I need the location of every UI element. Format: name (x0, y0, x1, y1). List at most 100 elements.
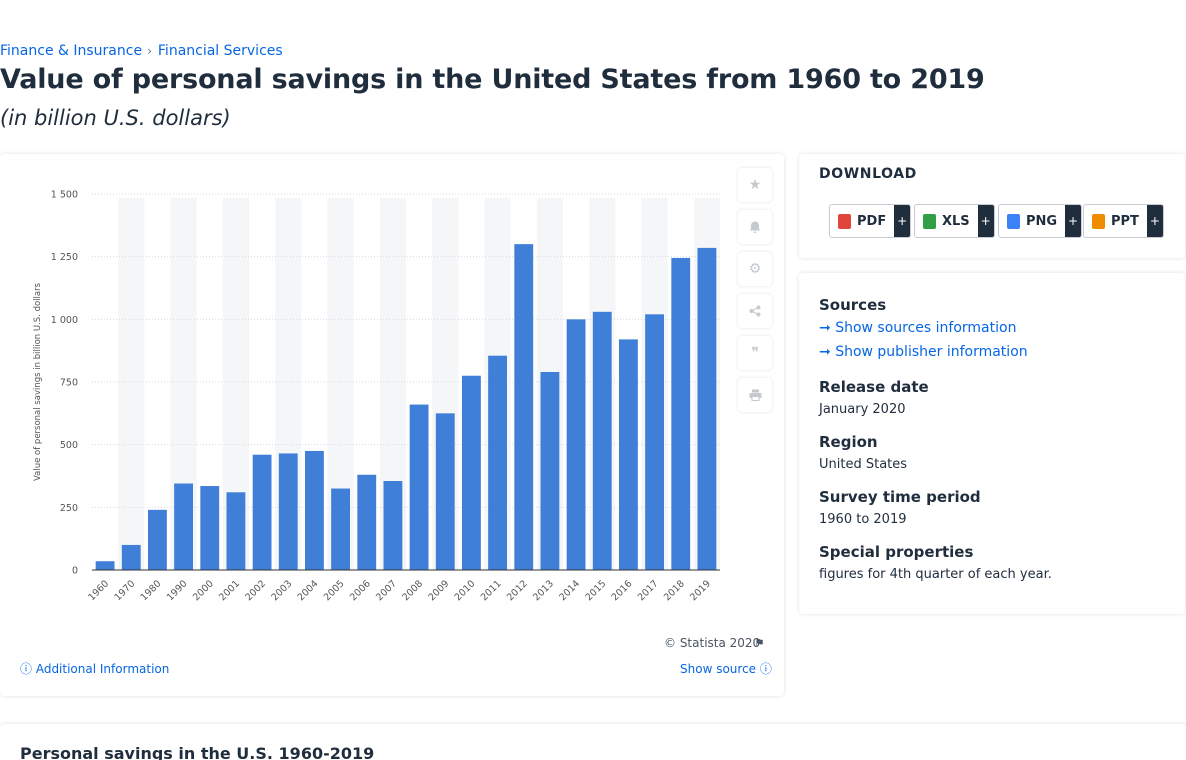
bar-chart: Value of personal savings in billion U.S… (33, 190, 720, 603)
plus-icon: + (977, 205, 994, 237)
bar[interactable] (514, 244, 534, 570)
download-ppt-button[interactable]: PPT + (1083, 204, 1164, 238)
pdf-file-icon (838, 213, 851, 229)
description-title: Personal savings in the U.S. 1960-2019 (20, 744, 375, 760)
x-tick-label: 2017 (636, 578, 661, 603)
bar[interactable] (383, 481, 403, 570)
region-heading: Region (819, 433, 878, 451)
download-png-button[interactable]: PNG + (998, 204, 1083, 238)
y-tick-label: 1 000 (51, 315, 78, 326)
x-tick-label: 2004 (296, 578, 321, 603)
bar[interactable] (592, 311, 612, 570)
survey-period-heading: Survey time period (819, 488, 981, 506)
bar[interactable] (435, 413, 455, 570)
download-title: DOWNLOAD (819, 166, 917, 182)
bar[interactable] (200, 486, 220, 570)
arrow-right-icon: ➞ (819, 344, 836, 360)
bar[interactable] (618, 339, 638, 570)
plus-icon: + (1065, 205, 1082, 237)
show-sources-link[interactable]: ➞ Show sources information (819, 320, 1016, 336)
star-icon[interactable]: ★ (738, 168, 772, 202)
bar[interactable] (540, 371, 560, 570)
sources-heading: Sources (819, 296, 887, 314)
x-tick-label: 2005 (322, 578, 347, 603)
x-tick-label: 2001 (217, 578, 242, 603)
y-tick-label: 750 (60, 378, 78, 389)
xls-file-icon (923, 213, 936, 229)
info-icon: ⓘ (20, 662, 36, 676)
share-icon[interactable] (738, 294, 772, 328)
print-icon[interactable] (738, 378, 772, 412)
show-publisher-link[interactable]: ➞ Show publisher information (819, 344, 1028, 360)
x-tick-label: 1970 (112, 578, 137, 603)
survey-period-value: 1960 to 2019 (819, 512, 907, 527)
bar[interactable] (671, 257, 691, 570)
x-tick-label: 2010 (453, 578, 478, 603)
arrow-right-icon: ➞ (819, 320, 836, 336)
bar[interactable] (226, 492, 246, 570)
x-tick-label: 2014 (557, 578, 582, 603)
quote-icon[interactable]: ❞ (738, 336, 772, 370)
x-tick-label: 2013 (531, 578, 556, 603)
breadcrumb-financial-services[interactable]: Financial Services (157, 43, 283, 59)
bar[interactable] (252, 454, 272, 570)
download-ppt-label: PPT (1111, 213, 1139, 229)
region-value: United States (819, 457, 908, 472)
bar[interactable] (488, 355, 508, 570)
show-source-link[interactable]: Show source ⓘ (680, 660, 772, 677)
bar[interactable] (147, 509, 167, 570)
x-tick-label: 2000 (191, 578, 216, 603)
breadcrumb-finance-insurance[interactable]: Finance & Insurance (0, 43, 143, 59)
statistic-info-card: Sources ➞ Show sources information ➞ Sho… (799, 273, 1185, 614)
png-file-icon (1007, 213, 1020, 229)
page-subtitle: (in billion U.S. dollars) (0, 106, 231, 130)
breadcrumb: Finance & Insurance › Financial Services (0, 43, 283, 59)
bar[interactable] (409, 404, 429, 570)
x-tick-label: 2002 (243, 578, 268, 603)
x-tick-label: 1980 (139, 578, 164, 603)
download-pdf-label: PDF (857, 213, 887, 229)
x-tick-label: 2011 (479, 578, 504, 603)
download-pdf-button[interactable]: PDF + (829, 204, 912, 238)
y-axis-label: Value of personal savings in billion U.S… (33, 282, 43, 481)
x-tick-label: 2012 (505, 578, 530, 603)
bar[interactable] (645, 314, 665, 570)
y-tick-label: 500 (60, 440, 78, 451)
x-tick-label: 1960 (86, 578, 111, 603)
bell-icon[interactable] (738, 210, 772, 244)
gear-icon[interactable]: ⚙ (738, 252, 772, 286)
plus-icon: + (894, 205, 911, 237)
bar[interactable] (357, 474, 377, 570)
bar[interactable] (331, 488, 351, 570)
x-tick-label: 2016 (610, 578, 635, 603)
bar[interactable] (278, 453, 298, 570)
bar[interactable] (461, 375, 481, 570)
bar[interactable] (121, 544, 141, 570)
bar[interactable] (697, 247, 717, 571)
x-tick-label: 2007 (374, 578, 399, 603)
download-xls-button[interactable]: XLS + (914, 204, 995, 238)
x-tick-label: 2003 (269, 578, 294, 603)
show-source-label: Show source (680, 662, 757, 676)
additional-info-link[interactable]: ⓘ Additional Information (20, 660, 169, 677)
bar[interactable] (566, 319, 586, 570)
alternate-band (118, 198, 145, 570)
additional-info-label: Additional Information (35, 662, 170, 676)
x-tick-label: 2019 (688, 578, 713, 603)
x-tick-label: 2018 (662, 578, 687, 603)
bar[interactable] (95, 561, 115, 570)
y-tick-label: 0 (72, 566, 78, 577)
page-title: Value of personal savings in the United … (0, 64, 985, 95)
flag-icon[interactable]: ⚑ (754, 636, 765, 650)
show-sources-label: Show sources information (835, 320, 1017, 336)
copyright-text: © Statista 2020 (664, 636, 761, 650)
x-tick-label: 2009 (426, 578, 451, 603)
x-tick-label: 2008 (400, 578, 425, 603)
download-xls-label: XLS (942, 213, 970, 229)
release-date-heading: Release date (819, 378, 929, 396)
plus-icon: + (1146, 205, 1163, 237)
release-date-value: January 2020 (819, 402, 906, 417)
bar[interactable] (174, 483, 194, 570)
bar[interactable] (304, 450, 324, 570)
